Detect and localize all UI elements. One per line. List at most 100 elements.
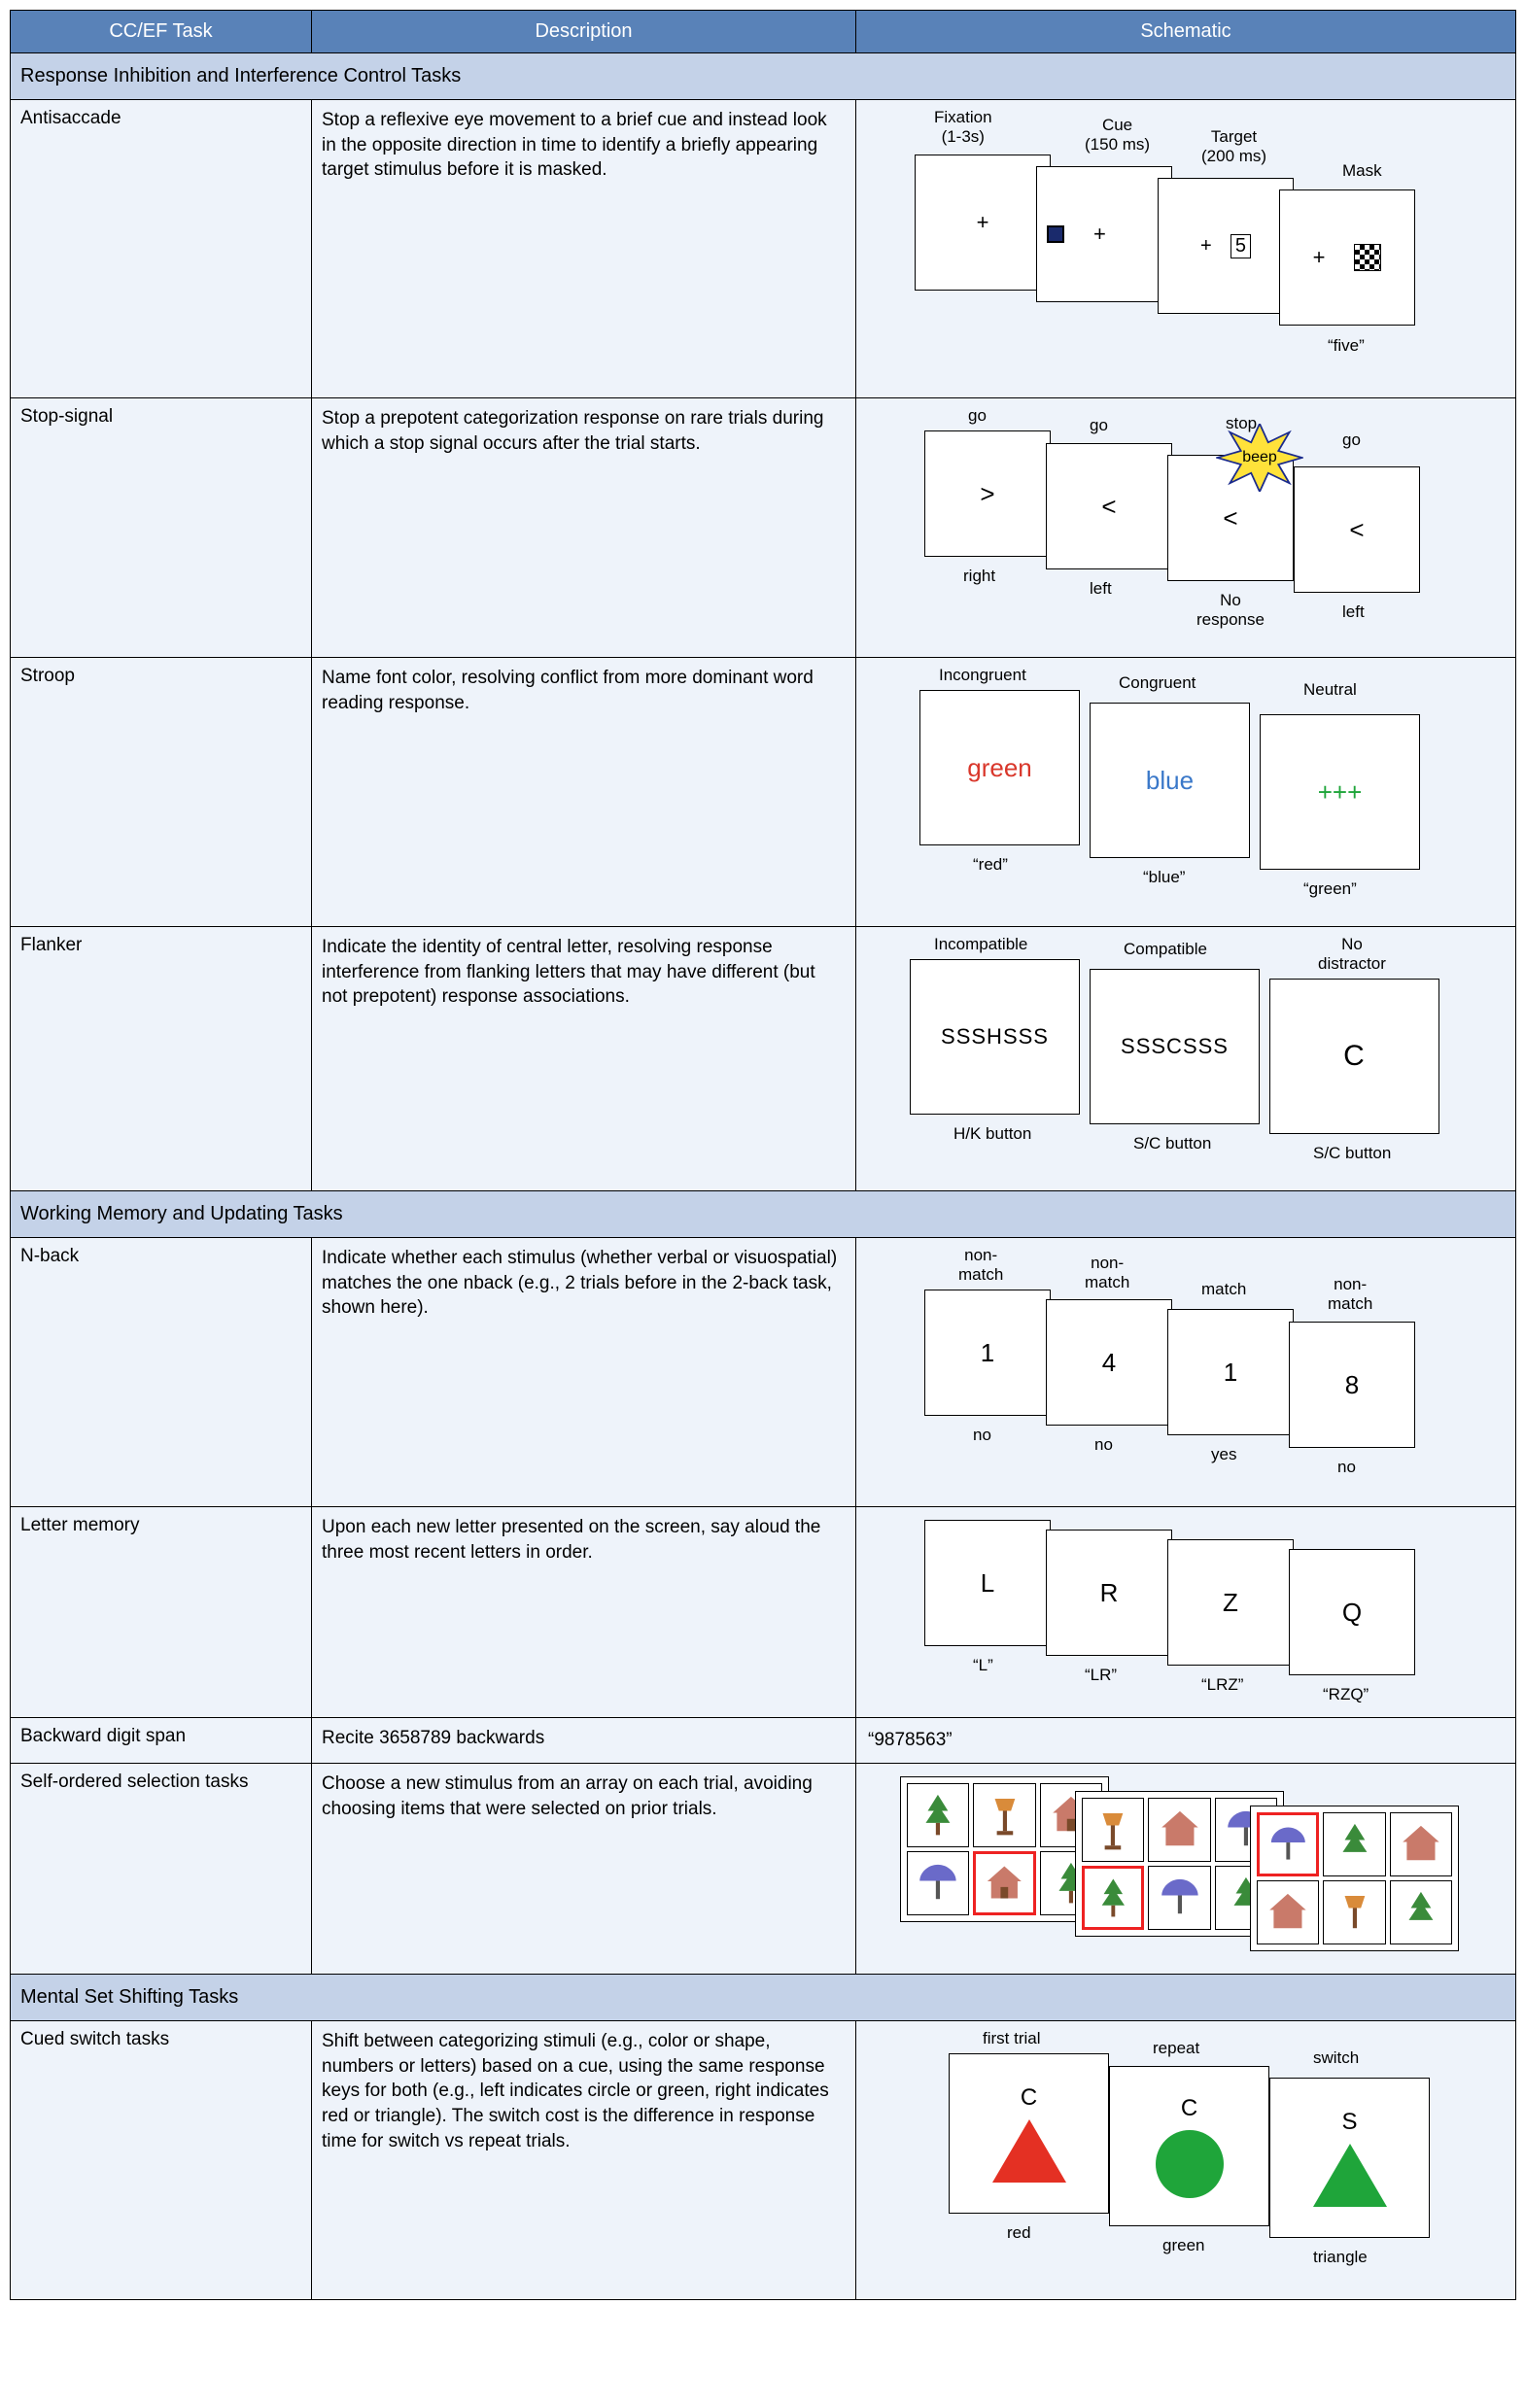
tree-icon [907, 1783, 969, 1847]
card-compatible: SSSCSSS [1090, 969, 1260, 1124]
word-plus: +++ [1318, 777, 1363, 808]
row-selfordered: Self-ordered selection tasks Choose a ne… [11, 1764, 1516, 1975]
bds-answer: “9878563” [866, 1726, 1506, 1755]
card-l4: Q [1289, 1549, 1415, 1675]
label-mask: Mask [1342, 161, 1382, 181]
card-cue: + [1036, 166, 1172, 302]
checker-icon [1354, 244, 1381, 271]
section-shifting: Mental Set Shifting Tasks [11, 1975, 1516, 2021]
card-n2: 4 [1046, 1299, 1172, 1426]
row-stroop: Stroop Name font color, resolving confli… [11, 658, 1516, 927]
tree-icon [1323, 1812, 1385, 1876]
label-noresponse: No response [1196, 591, 1265, 630]
label-say-five: “five” [1328, 336, 1365, 356]
cue-letter: C [1181, 2095, 1197, 2122]
triangle-icon [992, 2119, 1066, 2183]
card-go1: > [924, 430, 1051, 557]
task-schematic: “9878563” [856, 1718, 1516, 1764]
label-target: Target (200 ms) [1201, 127, 1266, 166]
task-schematic: Fixation (1-3s) + Cue (150 ms) + Target … [856, 100, 1516, 398]
card-l3: Z [1167, 1539, 1294, 1666]
label-sc: S/C button [1313, 1144, 1391, 1163]
task-desc: Recite 3658789 backwards [312, 1718, 856, 1764]
task-schematic: go > right go < left stop < beep No resp… [856, 398, 1516, 658]
label-nodistractor: No distractor [1318, 935, 1386, 974]
task-name: Backward digit span [11, 1718, 312, 1764]
task-schematic: L “L” R “LR” Z “LRZ” Q “RZQ” [856, 1507, 1516, 1718]
task-schematic [856, 1764, 1516, 1975]
lamp-icon [973, 1783, 1035, 1847]
card-mask: + [1279, 189, 1415, 326]
card-incongruent: green [919, 690, 1080, 845]
label-fixation: Fixation (1-3s) [934, 108, 992, 147]
label-match: match [1201, 1280, 1246, 1299]
label-cue: Cue (150 ms) [1085, 116, 1150, 155]
card-incompatible: SSSHSSS [910, 959, 1080, 1115]
task-name: Self-ordered selection tasks [11, 1764, 312, 1975]
label-nonmatch: non- match [1085, 1254, 1129, 1292]
label-nonmatch: non- match [1328, 1275, 1372, 1314]
card-go3: < [1294, 466, 1420, 593]
cue-square-icon [1047, 225, 1064, 243]
house-icon [1257, 1880, 1319, 1944]
target-digit: 5 [1230, 234, 1251, 258]
card-n3: 1 [1167, 1309, 1294, 1435]
label-right: right [963, 567, 995, 586]
card-neutral: +++ [1260, 714, 1420, 870]
card-l1: L [924, 1520, 1051, 1646]
umbrella-icon [1148, 1866, 1210, 1930]
task-schematic: Incompatible SSSHSSS H/K button Compatib… [856, 927, 1516, 1191]
label-incongruent: Incongruent [939, 666, 1026, 685]
label-go: go [1090, 416, 1108, 435]
row-bds: Backward digit span Recite 3658789 backw… [11, 1718, 1516, 1764]
label-no: no [973, 1426, 991, 1445]
header-desc: Description [312, 11, 856, 53]
task-desc: Indicate whether each stimulus (whether … [312, 1238, 856, 1507]
cue-letter: C [1021, 2084, 1037, 2112]
label-green: green [1162, 2236, 1204, 2255]
label-nonmatch: non- match [958, 1246, 1003, 1285]
header-row: CC/EF Task Description Schematic [11, 11, 1516, 53]
task-name: Stroop [11, 658, 312, 927]
section-label: Working Memory and Updating Tasks [11, 1191, 1516, 1238]
so-panel-3 [1250, 1806, 1459, 1951]
label-beep: beep [1242, 449, 1277, 466]
card-sw3: S [1269, 2078, 1430, 2238]
row-stopsignal: Stop-signal Stop a prepotent categorizat… [11, 398, 1516, 658]
arrow-right-icon: > [980, 479, 994, 509]
lamp-icon [1323, 1880, 1385, 1944]
label-go: go [968, 406, 987, 426]
circle-icon [1156, 2130, 1224, 2198]
card-n4: 8 [1289, 1322, 1415, 1448]
label-repeat: repeat [1153, 2039, 1199, 2058]
house-icon-selected [973, 1851, 1035, 1915]
label-say: “L” [973, 1656, 993, 1675]
task-desc: Stop a reflexive eye movement to a brief… [312, 100, 856, 398]
row-antisaccade: Antisaccade Stop a reflexive eye movemen… [11, 100, 1516, 398]
task-name: Stop-signal [11, 398, 312, 658]
label-triangle: triangle [1313, 2248, 1368, 2267]
label-say: “LRZ” [1201, 1675, 1243, 1695]
label-switch: switch [1313, 2048, 1359, 2068]
section-inhibition: Response Inhibition and Interference Con… [11, 53, 1516, 100]
card-sw2: C [1109, 2066, 1269, 2226]
label-no: no [1337, 1458, 1356, 1477]
label-say: “LR” [1085, 1666, 1117, 1685]
label-no: no [1094, 1435, 1113, 1455]
word-green: green [967, 753, 1032, 783]
tree-icon [1390, 1880, 1452, 1944]
card-sw1: C [949, 2053, 1109, 2214]
label-red: red [1007, 2223, 1031, 2243]
task-desc: Indicate the identity of central letter,… [312, 927, 856, 1191]
arrow-left-icon: < [1223, 503, 1237, 533]
cue-letter: S [1341, 2109, 1357, 2136]
lamp-icon [1082, 1798, 1144, 1862]
label-compatible: Compatible [1124, 940, 1207, 959]
task-desc: Name font color, resolving conflict from… [312, 658, 856, 927]
triangle-icon [1313, 2144, 1387, 2207]
row-letter: Letter memory Upon each new letter prese… [11, 1507, 1516, 1718]
section-label: Mental Set Shifting Tasks [11, 1975, 1516, 2021]
tasks-table: CC/EF Task Description Schematic Respons… [10, 10, 1516, 2300]
tree-icon-selected [1082, 1866, 1144, 1930]
row-nback: N-back Indicate whether each stimulus (w… [11, 1238, 1516, 1507]
